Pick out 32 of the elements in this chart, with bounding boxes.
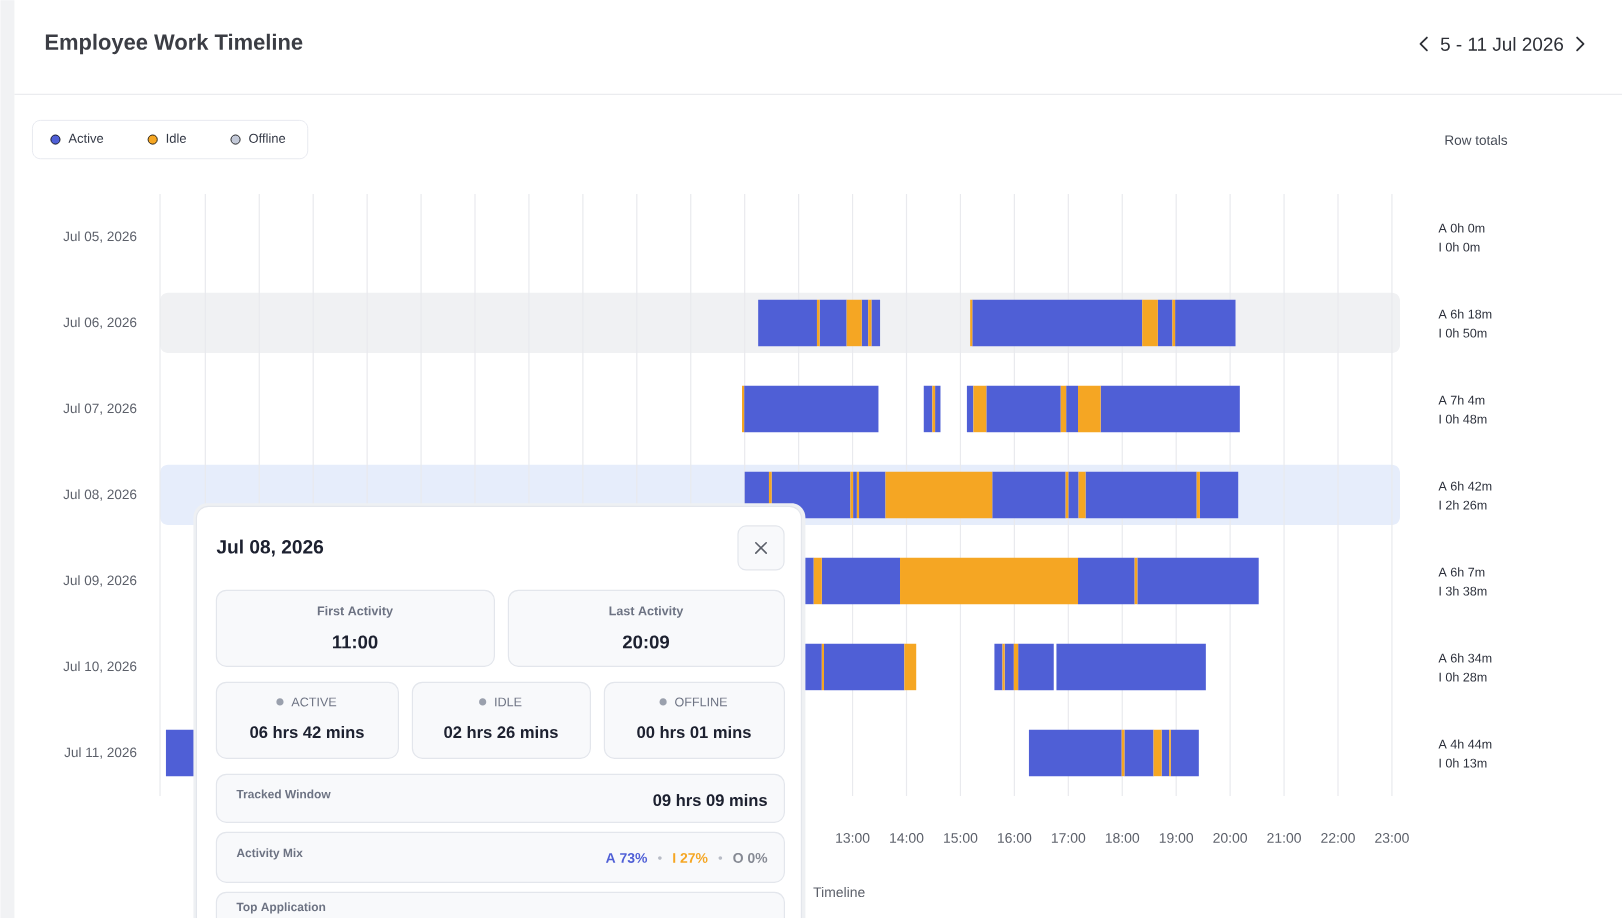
bar (986, 385, 1061, 433)
annotation: 06 hrs 42 mins (250, 725, 364, 739)
bar (904, 643, 917, 691)
bar (846, 299, 862, 347)
bar (1013, 643, 1019, 691)
text: 5 - 11 Jul 2026 (1440, 37, 1564, 51)
annotation: 09 hrs 09 mins (653, 793, 767, 807)
bar (813, 557, 822, 605)
annotation: 02 hrs 26 mins (444, 725, 558, 739)
bar (1100, 385, 1240, 433)
bar (1078, 471, 1086, 519)
bar (972, 299, 1143, 347)
chart-title: Employee Work Timeline (45, 33, 303, 55)
bar (973, 385, 987, 433)
bar (859, 471, 886, 519)
annotation: 20:09 (622, 635, 670, 649)
bar (1078, 385, 1101, 433)
bar (900, 557, 1079, 605)
bar (966, 385, 974, 433)
annotation: Jul 08, 2026 (216, 539, 324, 557)
bar (1170, 729, 1199, 777)
bar (744, 385, 879, 433)
annotation: 00 hrs 01 mins (637, 725, 751, 739)
bar (165, 729, 195, 777)
bar (1153, 729, 1162, 777)
annotation: 11:00 (332, 635, 378, 649)
bar (1142, 299, 1158, 347)
bar (885, 471, 993, 519)
bar (1060, 385, 1067, 433)
bar (923, 385, 933, 433)
bar (1066, 385, 1079, 433)
bar (821, 557, 901, 605)
